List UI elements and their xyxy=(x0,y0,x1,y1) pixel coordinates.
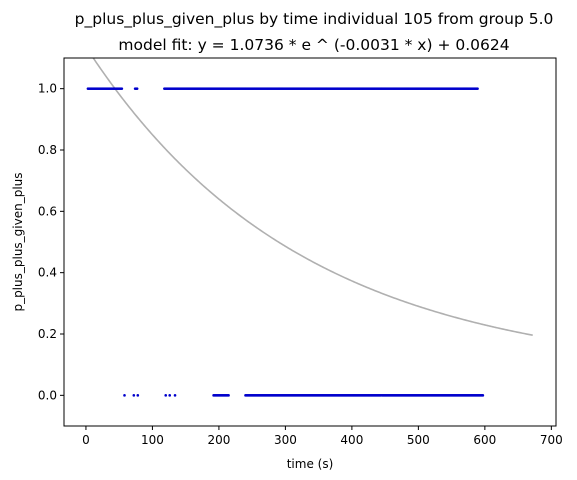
data-point xyxy=(135,87,139,90)
y-tick-label: 0.4 xyxy=(38,266,57,280)
y-axis-label: p_plus_plus_given_plus xyxy=(11,172,25,311)
x-tick-label: 500 xyxy=(407,433,430,447)
data-point xyxy=(120,87,124,90)
y-tick-label: 0.2 xyxy=(38,327,57,341)
plot-area-frame xyxy=(63,57,557,427)
data-point xyxy=(173,394,177,397)
data-points-layer xyxy=(86,87,485,397)
data-point xyxy=(136,394,140,397)
y-tick-label: 0.8 xyxy=(38,143,57,157)
chart-subtitle: model fit: y = 1.0736 * e ^ (-0.0031 * x… xyxy=(118,36,509,54)
x-axis-ticks: 0 100 200 300 400 500 600 700 xyxy=(82,426,563,447)
y-tick-label: 1.0 xyxy=(38,82,57,96)
data-point xyxy=(164,394,168,397)
data-point xyxy=(227,394,230,397)
x-tick-label: 600 xyxy=(473,433,496,447)
data-point xyxy=(123,394,126,397)
y-tick-label: 0.0 xyxy=(38,388,57,402)
x-tick-label: 100 xyxy=(141,433,164,447)
y-axis-ticks: 0.0 0.2 0.4 0.6 0.8 1.0 xyxy=(38,82,64,402)
data-point xyxy=(168,394,172,397)
fit-curve-layer xyxy=(92,58,533,336)
x-tick-label: 300 xyxy=(274,433,297,447)
chart-title: p_plus_plus_given_plus by time individua… xyxy=(75,10,554,29)
fit-curve-line xyxy=(92,58,533,336)
x-tick-label: 700 xyxy=(540,433,563,447)
x-tick-label: 0 xyxy=(82,433,90,447)
x-tick-label: 400 xyxy=(340,433,363,447)
data-point xyxy=(132,394,136,397)
y-tick-label: 0.6 xyxy=(38,204,57,218)
x-tick-label: 200 xyxy=(207,433,230,447)
data-point xyxy=(476,87,479,90)
x-axis-label: time (s) xyxy=(287,457,334,471)
data-point xyxy=(481,394,485,397)
